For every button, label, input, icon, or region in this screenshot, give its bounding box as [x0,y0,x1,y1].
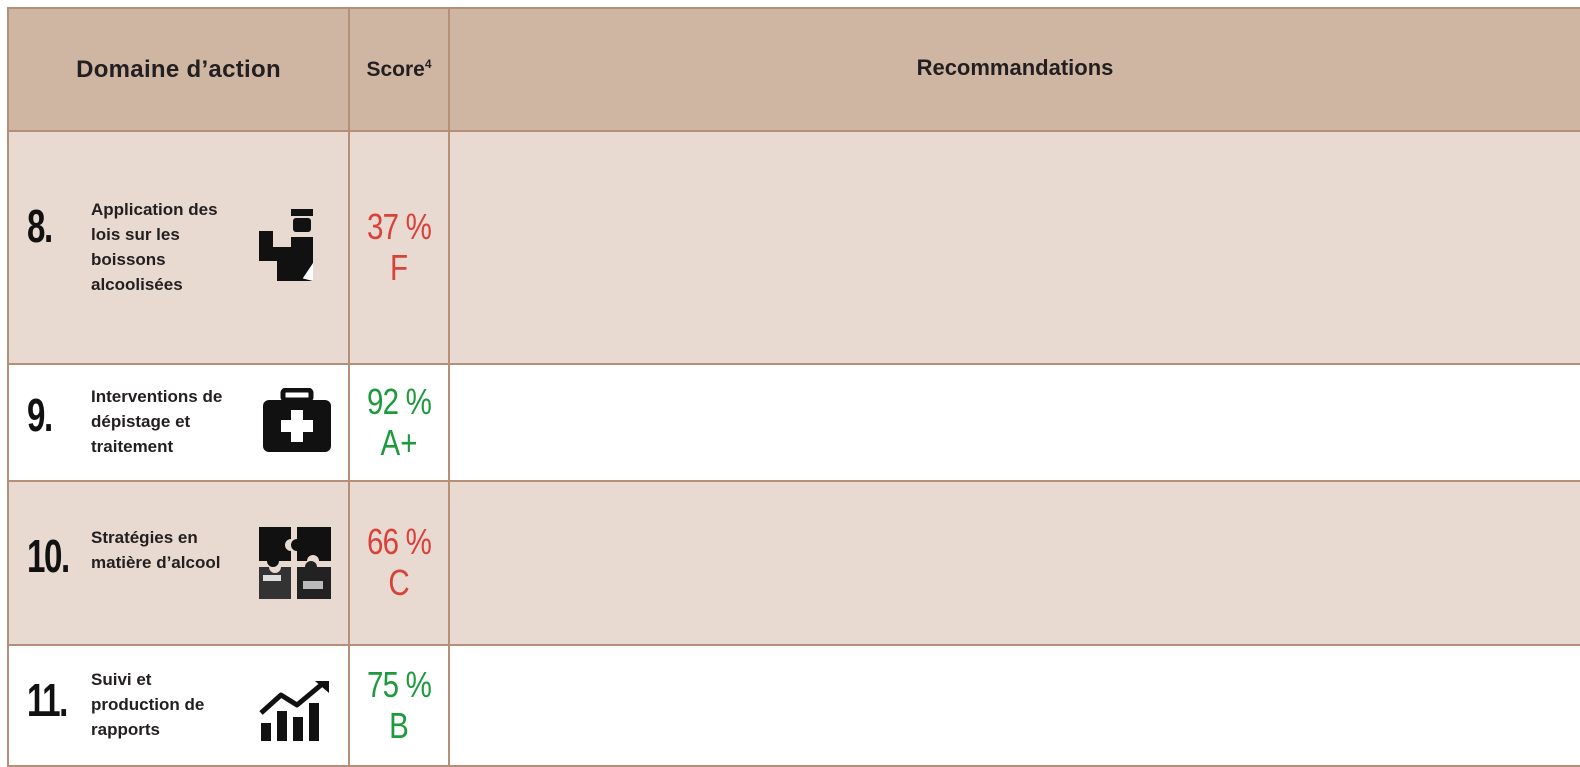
header-score: Score4 [348,7,450,132]
score-grade: F [389,246,409,288]
table-row: 10. Stratégies en matière d’alcool 66 % … [7,480,1580,646]
domain-name: Stratégies en matière d’alcool [91,528,221,572]
score-cell: 66 % C [348,480,450,646]
table-row: 8. Application des lois sur les boissons… [7,130,1580,365]
score-percent: 75 % [366,663,432,705]
domain-number: 10. [27,530,70,582]
table-header-row: Domaine d’action Score4 Recommandations [7,7,1580,132]
domain-name: Application des lois sur les boissons al… [91,200,218,294]
domain-cell: 10. Stratégies en matière d’alcool [7,480,350,646]
score-percent: 37 % [366,205,432,247]
recommendations-cell [448,363,1580,482]
police-officer-icon [259,209,313,281]
domain-cell: 9. Interventions de dépistage et traitem… [7,363,350,482]
header-recommendations-label: Recommandations [916,54,1114,80]
header-recommendations: Recommandations [448,7,1580,132]
recommendations-cell [448,644,1580,767]
score-grade: C [388,562,410,603]
header-score-label: Score [366,58,425,81]
score-cell: 92 % A+ [348,363,450,482]
score-table-page: Domaine d’action Score4 Recommandations … [7,7,1580,767]
recommendations-cell [448,130,1580,365]
header-score-footnote: 4 [424,57,432,71]
score-grade: B [389,704,409,746]
domain-cell: 11. Suivi et production de rapports [7,644,350,767]
table-row: 11. Suivi et production de rapports 75 %… [7,644,1580,767]
domain-number: 8. [27,200,53,252]
score-cell: 75 % B [348,644,450,767]
domain-name: Suivi et production de rapports [91,670,205,739]
domain-number: 11. [27,674,68,726]
domain-number: 9. [27,389,53,441]
first-aid-kit-icon [263,388,331,452]
header-domain: Domaine d’action [7,7,350,132]
header-domain-label: Domaine d’action [76,55,281,83]
table-row: 9. Interventions de dépistage et traitem… [7,363,1580,482]
puzzle-pieces-icon [259,527,331,599]
score-percent: 92 % [366,380,432,422]
domain-name: Interventions de dépistage et traitement [91,387,223,456]
score-cell: 37 % F [348,130,450,365]
score-grade: A+ [380,421,418,463]
recommendations-cell [448,480,1580,646]
domain-cell: 8. Application des lois sur les boissons… [7,130,350,365]
score-table: Domaine d’action Score4 Recommandations … [7,7,1580,767]
score-percent: 66 % [366,521,432,562]
bar-chart-trend-icon [259,681,329,741]
